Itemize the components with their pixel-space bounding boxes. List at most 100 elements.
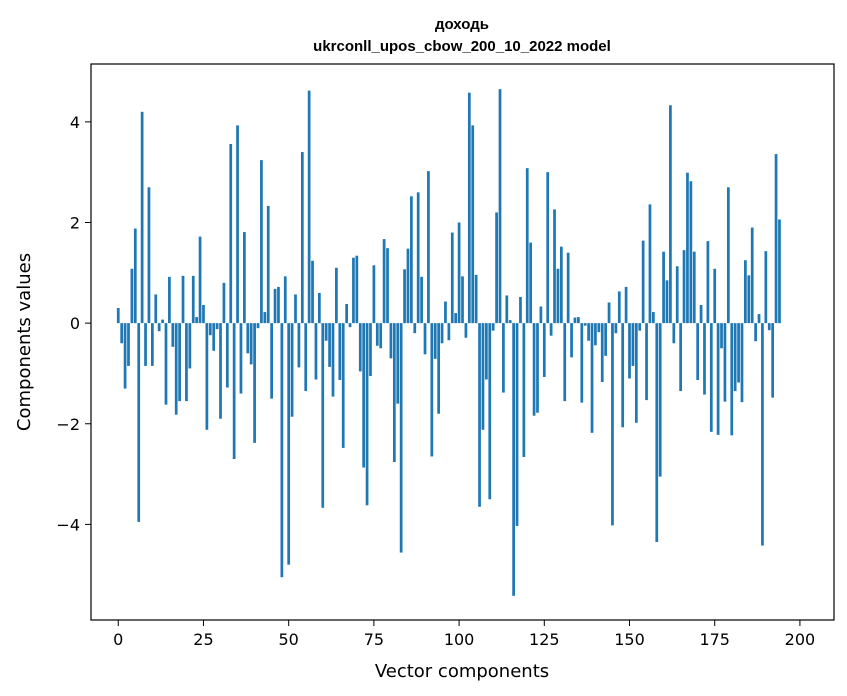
bar [335, 267, 338, 324]
bar [648, 204, 652, 324]
bar [317, 292, 321, 324]
bar [437, 323, 441, 414]
bar [430, 323, 434, 457]
bar [733, 323, 737, 392]
bar [491, 323, 495, 331]
bar [471, 125, 475, 324]
bar [522, 323, 526, 457]
bar [672, 323, 676, 344]
bar [669, 105, 672, 324]
chart-title: доходь [435, 16, 489, 33]
bar [389, 323, 393, 359]
bar [236, 125, 239, 324]
bar [767, 323, 771, 331]
bar [658, 323, 662, 477]
bar [154, 294, 158, 324]
bar [168, 276, 171, 324]
x-tick-label: 50 [278, 630, 298, 649]
bar [444, 301, 447, 324]
bar [597, 323, 601, 333]
bar [638, 323, 642, 331]
bar [744, 260, 747, 324]
bar [771, 323, 775, 398]
bar [120, 323, 124, 344]
bar [716, 323, 720, 435]
bar [116, 308, 120, 324]
bar [304, 323, 308, 392]
bar [358, 323, 362, 372]
bar [225, 323, 229, 388]
bar [273, 288, 277, 324]
x-tick-label: 75 [364, 630, 384, 649]
bar [539, 306, 543, 324]
bar [307, 90, 311, 324]
bar [464, 323, 468, 338]
bar [382, 239, 386, 324]
bar [266, 205, 270, 324]
bar [423, 323, 427, 355]
bar [140, 111, 144, 324]
bar [621, 323, 625, 428]
bar [556, 268, 560, 324]
bar [314, 323, 318, 380]
bar [253, 323, 256, 443]
bar [617, 291, 621, 324]
bar [246, 323, 250, 354]
bar [413, 323, 417, 334]
bar [495, 212, 498, 324]
bar [628, 323, 631, 379]
bar [515, 323, 519, 526]
y-axis-ticks: −4 −2 0 2 4 [56, 113, 91, 534]
bar [726, 187, 730, 324]
bar [133, 228, 137, 324]
bar [202, 305, 205, 324]
bar [614, 323, 618, 334]
bar [566, 252, 570, 324]
bar [467, 92, 471, 324]
plot-frame [90, 63, 835, 621]
bar [689, 181, 693, 324]
bar [416, 192, 420, 324]
bar-series [116, 89, 781, 596]
x-tick-label: 100 [444, 630, 475, 649]
bar [750, 227, 754, 324]
bar [525, 168, 529, 324]
bar [355, 255, 359, 324]
bar [573, 317, 577, 324]
bar [311, 260, 314, 324]
bar [164, 323, 168, 405]
bar [239, 323, 243, 394]
bar [263, 312, 267, 324]
bar [536, 323, 539, 413]
bar [682, 250, 686, 324]
bar [498, 89, 502, 324]
bar [730, 323, 734, 436]
bar [178, 323, 181, 402]
bar [420, 276, 423, 324]
bar [157, 323, 161, 332]
bar [611, 323, 614, 526]
bar [147, 187, 151, 324]
bar [461, 276, 464, 324]
bar [457, 222, 461, 324]
bar [208, 323, 212, 336]
bar [607, 302, 611, 324]
bar [764, 251, 768, 324]
bar [399, 323, 403, 553]
y-axis-label: Components values [14, 253, 35, 431]
bar [583, 323, 587, 326]
bar [249, 323, 253, 365]
bar [454, 313, 458, 324]
bar [740, 323, 744, 403]
y-tick-label: −4 [56, 515, 80, 534]
bar [195, 317, 199, 324]
bar [212, 323, 216, 351]
bar [324, 323, 328, 341]
bar [675, 266, 679, 324]
x-tick-label: 175 [699, 630, 730, 649]
bar [652, 312, 655, 324]
x-tick-label: 200 [785, 630, 816, 649]
bar [181, 275, 185, 324]
bar [532, 323, 536, 416]
